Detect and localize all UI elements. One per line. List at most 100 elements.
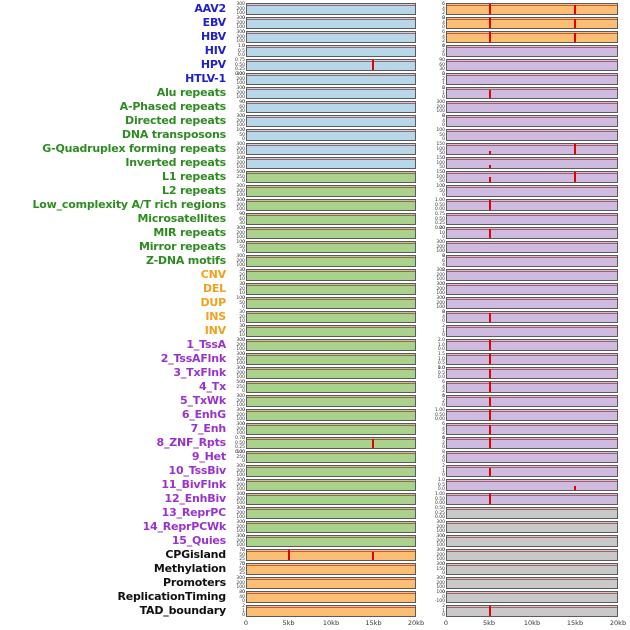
- x-tick-label: 0: [443, 619, 449, 627]
- y-tick: 0: [442, 25, 445, 30]
- y-tick: 1: [442, 328, 445, 334]
- signal-trace: [447, 117, 617, 118]
- y-tick: 200: [436, 524, 445, 530]
- signal-trace: [247, 369, 415, 370]
- y-tick: 0: [442, 281, 445, 287]
- y-tick: 100: [236, 95, 245, 100]
- y-tick: 0: [242, 267, 245, 273]
- y-tick: 300: [236, 464, 245, 469]
- y-tick: 300: [236, 422, 245, 427]
- signal-trace: [247, 201, 415, 202]
- y-tick: 90: [239, 100, 245, 105]
- y-tick: 100: [236, 263, 245, 268]
- y-tick: 90: [439, 58, 445, 63]
- signal-spike: [488, 354, 491, 364]
- right-track-panel: [446, 73, 618, 85]
- y-tick: 20: [239, 328, 245, 334]
- y-tick: 8: [442, 254, 445, 259]
- y-tick: 200: [236, 118, 245, 124]
- y-tick: 100: [236, 151, 245, 156]
- track-row-12-enhbiv: 12_EnhBiv 300 200 100 0 1.00 0.50 0.00: [0, 492, 630, 510]
- signal-trace: [247, 187, 415, 188]
- y-tick: 200: [236, 482, 245, 488]
- right-y-tick-labels: 100 50 0: [430, 128, 446, 141]
- column-gap: [416, 30, 430, 44]
- y-tick: 100: [236, 473, 245, 478]
- column-gap: [416, 436, 430, 450]
- left-y-tick-labels: 75 50 25 0: [232, 548, 246, 566]
- right-track-panel: [446, 563, 618, 575]
- track-row-mir-repeats: MIR repeats 300 200 100 0 20 10 0: [0, 226, 630, 244]
- track-row-5-txwk: 5_TxWk 300 200 100 0 4 2 0: [0, 394, 630, 412]
- y-tick: 100: [236, 347, 245, 352]
- left-y-tick-labels: 300 200 100 0: [232, 16, 246, 34]
- y-tick: 300: [236, 142, 245, 147]
- column-gap: [416, 240, 430, 254]
- left-track-panel: [246, 171, 416, 183]
- signal-spike: [488, 89, 491, 98]
- signal-trace: [247, 117, 415, 118]
- y-tick: 100: [236, 543, 245, 548]
- y-tick: 2: [442, 464, 445, 469]
- y-tick: 0: [442, 43, 445, 49]
- column-gap: [416, 198, 430, 212]
- signal-spike: [488, 200, 491, 210]
- track-row-ins: INS 30 20 10 0 8 4 0: [0, 310, 630, 328]
- y-tick: 300: [436, 562, 445, 567]
- right-y-tick-labels: 300 200 100 0: [430, 520, 446, 538]
- column-gap: [416, 548, 430, 562]
- right-track-panel: [446, 535, 618, 547]
- left-y-tick-labels: 300 200 100 0: [232, 352, 246, 370]
- right-track-panel: [446, 395, 618, 407]
- y-tick: 200: [236, 356, 245, 362]
- track-label: Inverted repeats: [125, 156, 226, 169]
- right-track-panel: [446, 577, 618, 589]
- right-track-panel: [446, 115, 618, 127]
- track-row-alu-repeats: Alu repeats 300 200 100 0 2 1 0: [0, 86, 630, 104]
- y-tick: 6: [442, 258, 445, 264]
- right-y-tick-labels: 300 200 100 0: [430, 296, 446, 314]
- column-gap: [416, 520, 430, 534]
- y-tick: 100: [436, 174, 445, 180]
- y-tick: 0: [242, 305, 245, 310]
- y-tick: 0: [242, 155, 245, 161]
- signal-trace: [447, 173, 617, 174]
- signal-trace: [447, 257, 617, 258]
- column-gap: [416, 534, 430, 548]
- right-track-panel: [446, 31, 618, 43]
- y-tick: 0.0: [437, 347, 445, 352]
- signal-trace: [447, 19, 617, 20]
- y-tick: 0: [242, 225, 245, 231]
- column-gap: [416, 128, 430, 142]
- y-tick: 100: [236, 417, 245, 422]
- signal-trace: [247, 271, 415, 272]
- left-y-tick-labels: 300 200 100 0: [232, 2, 246, 20]
- y-tick: 100: [436, 249, 445, 254]
- y-tick: 2: [442, 48, 445, 54]
- signal-spike: [488, 468, 491, 476]
- right-track-panel: [446, 213, 618, 225]
- left-y-tick-labels: 300 200 100 0: [232, 86, 246, 104]
- y-tick: 1: [442, 81, 445, 86]
- y-tick: 8: [442, 310, 445, 315]
- y-tick: 2: [242, 604, 245, 609]
- y-tick: 100: [236, 11, 245, 16]
- y-tick: 100: [236, 240, 245, 245]
- column-gap: [416, 506, 430, 520]
- track-row-l1-repeats: L1 repeats 500 250 0 150 100 50 0: [0, 170, 630, 188]
- y-tick: 150: [436, 156, 445, 161]
- column-gap: [416, 366, 430, 380]
- y-tick: 0.0: [437, 487, 445, 492]
- column-gap: [416, 422, 430, 436]
- x-tick-label: 10kb: [523, 619, 541, 627]
- y-tick: 0: [242, 43, 245, 49]
- track-row-z-dna-motifs: Z-DNA motifs 300 200 100 0 8 6 4 2: [0, 254, 630, 272]
- track-label: A-Phased repeats: [119, 100, 227, 113]
- y-tick: 0.50: [434, 412, 445, 418]
- y-tick: 75: [239, 562, 245, 567]
- column-gap: [416, 352, 430, 366]
